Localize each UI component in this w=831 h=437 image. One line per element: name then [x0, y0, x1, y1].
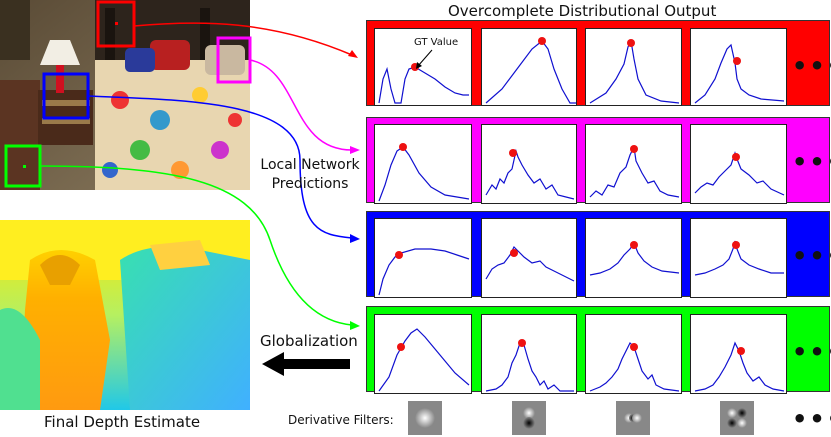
distribution-panel: [690, 218, 787, 298]
arrow-left-icon: [262, 352, 350, 376]
distribution-panel: [374, 314, 472, 394]
distribution-panel: [481, 314, 577, 394]
red-connector: [133, 22, 353, 56]
distribution-panel: [481, 28, 577, 106]
ellipsis-icon: •••: [792, 338, 831, 366]
distribution-panel: [374, 28, 472, 106]
distribution-panel: [585, 28, 682, 106]
local-predictions-label: Local Network Predictions: [260, 157, 360, 192]
globalization-label: Globalization: [260, 332, 358, 350]
distribution-panel: [374, 218, 472, 298]
distribution-panel: [690, 314, 787, 394]
distribution-panel: [585, 124, 682, 204]
distribution-panel: [585, 314, 682, 394]
gt-value-label: GT Value: [414, 37, 459, 48]
depth-map: [0, 220, 250, 410]
magenta-connector: [249, 59, 353, 151]
final-depth-label: Final Depth Estimate: [44, 413, 201, 431]
distribution-panel: [481, 218, 577, 298]
distribution-panel: [481, 124, 577, 204]
distribution-panel: [690, 124, 787, 204]
distribution-panel: [690, 28, 787, 106]
ellipsis-icon: •••: [792, 148, 831, 176]
distribution-panel: [585, 218, 682, 298]
derivative-filters-label: Derivative Filters:: [288, 413, 394, 427]
figure-title: Overcomplete Distributional Output: [448, 2, 717, 20]
gaussian-filter-icon: [408, 401, 442, 435]
blue-connector: [87, 95, 353, 239]
distribution-panel: [374, 124, 472, 204]
ellipsis-icon: •••: [792, 52, 831, 80]
red-patch-box: [96, 0, 136, 48]
derivative-filter-icon: [512, 401, 546, 435]
ellipsis-icon: •••: [792, 405, 831, 433]
derivative-filter-icon: [720, 401, 754, 435]
ellipsis-icon: •••: [792, 242, 831, 270]
green-connector: [39, 165, 353, 326]
derivative-filter-icon: [616, 401, 650, 435]
